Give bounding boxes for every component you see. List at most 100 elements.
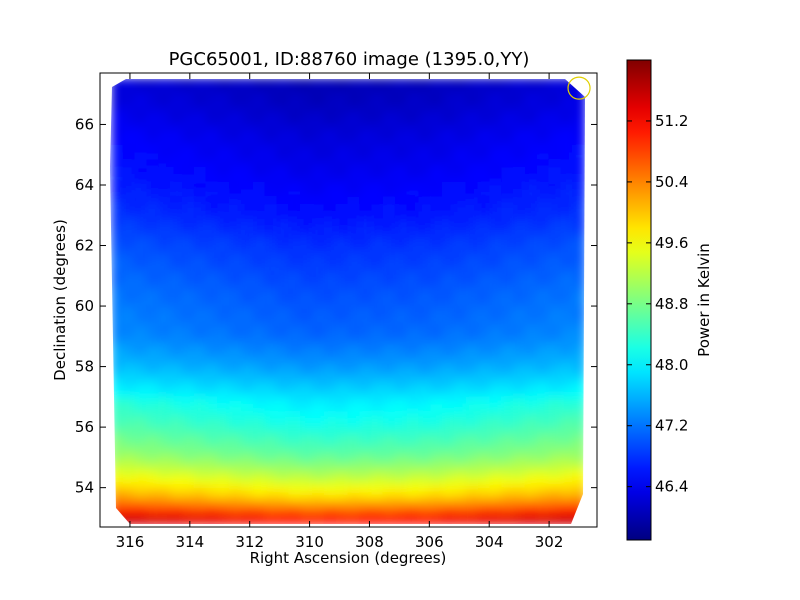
heatmap-cell bbox=[489, 107, 504, 118]
heatmap-cell bbox=[276, 167, 291, 177]
heatmap-cell bbox=[229, 167, 244, 177]
heatmap-cell bbox=[181, 382, 196, 392]
heatmap-cell bbox=[489, 515, 504, 524]
heatmap-cell bbox=[513, 256, 527, 266]
heatmap-cell bbox=[170, 174, 184, 184]
x-tick-label: 302 bbox=[535, 533, 564, 551]
heatmap-cell bbox=[134, 189, 149, 199]
heatmap-cell bbox=[300, 404, 315, 414]
heatmap-cell bbox=[252, 367, 267, 377]
heatmap-cell bbox=[453, 322, 468, 333]
heatmap-cell bbox=[146, 419, 161, 429]
heatmap-cell bbox=[442, 285, 456, 296]
heatmap-cell bbox=[453, 300, 468, 310]
heatmap-cell bbox=[394, 152, 409, 162]
heatmap-cell bbox=[264, 293, 279, 303]
heatmap-cell bbox=[572, 337, 586, 348]
heatmap-cell bbox=[465, 167, 480, 177]
heatmap-cell bbox=[371, 226, 385, 236]
heatmap-cell bbox=[501, 471, 516, 481]
heatmap-cell bbox=[453, 345, 468, 355]
heatmap-cell bbox=[524, 129, 539, 140]
heatmap-cell bbox=[276, 300, 291, 310]
heatmap-cell bbox=[170, 196, 184, 207]
heatmap-cell bbox=[430, 204, 445, 214]
heatmap-cell bbox=[229, 485, 244, 496]
heatmap-cell bbox=[241, 211, 255, 221]
heatmap-cell bbox=[513, 233, 527, 244]
heatmap-cell bbox=[430, 85, 445, 95]
heatmap-cell bbox=[501, 426, 516, 436]
heatmap-cell bbox=[264, 485, 279, 496]
heatmap-cell bbox=[300, 448, 315, 459]
heatmap-cell bbox=[146, 211, 161, 221]
heatmap-cell bbox=[193, 115, 208, 125]
heatmap-cell bbox=[560, 270, 575, 281]
heatmap-cell bbox=[572, 426, 586, 436]
heatmap-cell bbox=[394, 471, 409, 481]
heatmap-cell bbox=[122, 115, 137, 125]
heatmap-cell bbox=[536, 152, 551, 162]
heatmap-cell bbox=[430, 515, 445, 524]
heatmap-cell bbox=[406, 389, 421, 399]
heatmap-cell bbox=[406, 181, 421, 192]
heatmap-cell bbox=[122, 352, 137, 362]
heatmap-cell bbox=[122, 367, 137, 377]
heatmap-cell bbox=[501, 374, 516, 385]
heatmap-cell bbox=[181, 374, 196, 385]
heatmap-cell bbox=[193, 189, 208, 199]
heatmap-cell bbox=[524, 463, 539, 474]
heatmap-cell bbox=[276, 478, 291, 488]
heatmap-cell bbox=[181, 233, 196, 244]
heatmap-cell bbox=[229, 359, 244, 370]
heatmap-cell bbox=[122, 493, 137, 503]
heatmap-cell bbox=[122, 211, 137, 221]
heatmap-cell bbox=[572, 485, 586, 496]
heatmap-cell bbox=[264, 85, 279, 95]
heatmap-cell bbox=[418, 478, 433, 488]
heatmap-cell bbox=[181, 181, 196, 192]
heatmap-cell bbox=[394, 211, 409, 221]
heatmap-cell bbox=[276, 181, 291, 192]
heatmap-cell bbox=[394, 79, 409, 88]
heatmap-cell bbox=[122, 345, 137, 355]
heatmap-cell bbox=[300, 493, 315, 503]
heatmap-cell bbox=[110, 137, 125, 147]
heatmap-cell bbox=[323, 256, 338, 266]
heatmap-cell bbox=[134, 396, 149, 407]
x-tick-label: 306 bbox=[415, 533, 444, 551]
heatmap-cell bbox=[241, 196, 255, 207]
heatmap-cell bbox=[217, 463, 232, 474]
heatmap-cell bbox=[371, 167, 385, 177]
heatmap-cell bbox=[347, 433, 362, 444]
heatmap-cell bbox=[110, 159, 125, 170]
heatmap-cell bbox=[252, 389, 267, 399]
heatmap-cell bbox=[205, 79, 220, 88]
heatmap-cell bbox=[181, 115, 196, 125]
heatmap-cell bbox=[560, 152, 575, 162]
heatmap-cell bbox=[146, 382, 161, 392]
heatmap-cell bbox=[442, 270, 456, 281]
heatmap-cell bbox=[323, 300, 338, 310]
heatmap-cell bbox=[418, 270, 433, 281]
heatmap-cell bbox=[572, 300, 586, 310]
heatmap-cell bbox=[264, 345, 279, 355]
heatmap-cell bbox=[229, 433, 244, 444]
heatmap-cell bbox=[158, 204, 173, 214]
heatmap-cell bbox=[430, 137, 445, 147]
heatmap-cell bbox=[170, 463, 184, 474]
heatmap-cell bbox=[406, 456, 421, 466]
heatmap-cell bbox=[406, 411, 421, 422]
heatmap-cell bbox=[536, 493, 551, 503]
heatmap-cell bbox=[536, 233, 551, 244]
heatmap-cell bbox=[501, 508, 516, 518]
heatmap-cell bbox=[548, 352, 563, 362]
heatmap-cell bbox=[560, 159, 575, 170]
heatmap-cell bbox=[477, 189, 492, 199]
heatmap-cell bbox=[477, 256, 492, 266]
heatmap-cell bbox=[572, 404, 586, 414]
heatmap-cell bbox=[418, 448, 433, 459]
heatmap-cell bbox=[158, 389, 173, 399]
heatmap-cell bbox=[312, 79, 326, 88]
heatmap-cell bbox=[181, 471, 196, 481]
